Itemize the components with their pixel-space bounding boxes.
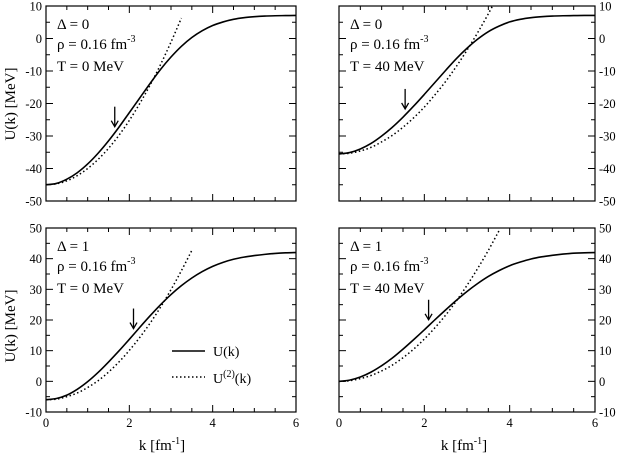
annotation-density: ρ = 0.16 fm-3 <box>57 34 135 53</box>
annotation-delta: Δ = 1 <box>350 239 382 255</box>
annotation-density-sup: -3 <box>127 34 135 45</box>
annotation-temperature: T = 40 MeV <box>350 281 425 297</box>
x-axis-label-left: k [fm-1] <box>139 436 185 454</box>
annotation-delta: Δ = 0 <box>350 17 382 33</box>
series-group <box>339 230 595 383</box>
x-axis-label-right-main: k [fm <box>441 438 474 454</box>
x-tick-label: 4 <box>210 416 217 430</box>
x-tick-label: 4 <box>507 416 514 430</box>
annotation-delta: Δ = 0 <box>57 17 89 33</box>
x-tick-label: 0 <box>336 416 342 430</box>
x-axis-label-right-close: ] <box>482 438 487 454</box>
x-axis-label-right: k [fm-1] <box>441 436 487 454</box>
x-axis-label-left-main: k [fm <box>139 438 172 454</box>
annotation-temperature: T = 40 MeV <box>350 59 425 75</box>
y-tick-label: -30 <box>25 130 42 144</box>
y-tick-label: -10 <box>599 406 616 420</box>
y-tick-label: -10 <box>25 406 42 420</box>
panel-frame <box>338 5 596 202</box>
marker-arrow-head <box>110 120 119 128</box>
y-tick-label: 30 <box>599 283 612 297</box>
x-tick-label: 0 <box>43 416 49 430</box>
marker-arrow-head <box>401 102 410 111</box>
x-tick-label: 6 <box>293 416 299 430</box>
y-tick-label: 0 <box>599 32 605 46</box>
annotation-delta: Δ = 1 <box>57 239 89 255</box>
series-u2-dotted <box>339 6 494 155</box>
y-tick-label: 20 <box>599 314 612 328</box>
y-tick-label: -40 <box>25 162 42 176</box>
panel-frame <box>45 5 297 202</box>
x-tick-label: 6 <box>592 416 598 430</box>
legend-solid-label: U(k) <box>213 345 240 360</box>
annotation-density: ρ = 0.16 fm-3 <box>57 256 135 275</box>
y-axis-label-bottom: U(k) [MeV] <box>3 290 19 363</box>
y-tick-label: 10 <box>30 344 43 358</box>
y-tick-label: 10 <box>599 0 612 14</box>
y-tick-label: 10 <box>30 0 43 14</box>
x-axis-label-left-close: ] <box>180 438 185 454</box>
y-tick-label: -20 <box>25 97 42 111</box>
y-tick-label: -40 <box>599 162 616 176</box>
y-tick-label: 50 <box>30 222 43 236</box>
marker-arrow-head <box>129 322 138 330</box>
x-tick-label: 2 <box>126 416 132 430</box>
x-tick-label: 2 <box>421 416 427 430</box>
series-group <box>339 6 595 155</box>
annotation-density-main: ρ = 0.16 fm <box>57 259 127 275</box>
y-tick-label: -30 <box>599 130 616 144</box>
y-tick-label: 40 <box>30 252 43 266</box>
y-tick-label: -50 <box>599 195 616 209</box>
series-group <box>46 14 296 186</box>
y-tick-label: -10 <box>599 65 616 79</box>
annotation-density: ρ = 0.16 fm-3 <box>350 34 428 53</box>
x-axis-label-left-sup: -1 <box>172 436 180 447</box>
y-tick-label: 30 <box>30 283 43 297</box>
series-u-solid <box>46 14 296 186</box>
series-u-solid <box>339 14 595 155</box>
legend-dotted-sup: (2) <box>223 369 235 380</box>
series-group <box>46 250 296 401</box>
y-tick-label: -20 <box>599 97 616 111</box>
annotation-density: ρ = 0.16 fm-3 <box>350 256 428 275</box>
annotation-density-main: ρ = 0.16 fm <box>57 37 127 53</box>
annotation-temperature: T = 0 MeV <box>57 281 124 297</box>
annotation-density-main: ρ = 0.16 fm <box>350 259 420 275</box>
annotation-density-sup: -3 <box>420 34 428 45</box>
y-tick-label: 20 <box>30 314 43 328</box>
legend-dotted-label: U(2)(k) <box>213 369 251 387</box>
y-tick-label: 0 <box>36 375 42 389</box>
y-tick-label: -10 <box>25 65 42 79</box>
y-axis-label-top: U(k) [MeV] <box>3 68 19 141</box>
series-u-solid <box>339 251 595 383</box>
y-tick-label: 40 <box>599 252 612 266</box>
series-u2-dotted <box>339 230 500 383</box>
annotation-density-sup: -3 <box>420 256 428 267</box>
y-tick-label: 10 <box>599 344 612 358</box>
y-tick-label: 0 <box>599 375 605 389</box>
annotation-temperature: T = 0 MeV <box>57 59 124 75</box>
y-tick-label: 0 <box>36 32 42 46</box>
series-u2-dotted <box>46 250 193 401</box>
y-tick-label: -50 <box>25 195 42 209</box>
x-axis-label-right-sup: -1 <box>474 436 482 447</box>
panel-frame <box>45 227 297 413</box>
annotation-density-main: ρ = 0.16 fm <box>350 37 420 53</box>
annotation-density-sup: -3 <box>127 256 135 267</box>
legend-dotted-tail: (k) <box>235 372 252 387</box>
y-tick-label: 50 <box>599 222 612 236</box>
legend: U(k) U(2)(k) <box>172 345 251 387</box>
series-u-solid <box>46 251 296 401</box>
legend-dotted-main: U <box>213 372 223 387</box>
marker-arrow-head <box>424 313 433 322</box>
panel-frame <box>338 227 596 413</box>
